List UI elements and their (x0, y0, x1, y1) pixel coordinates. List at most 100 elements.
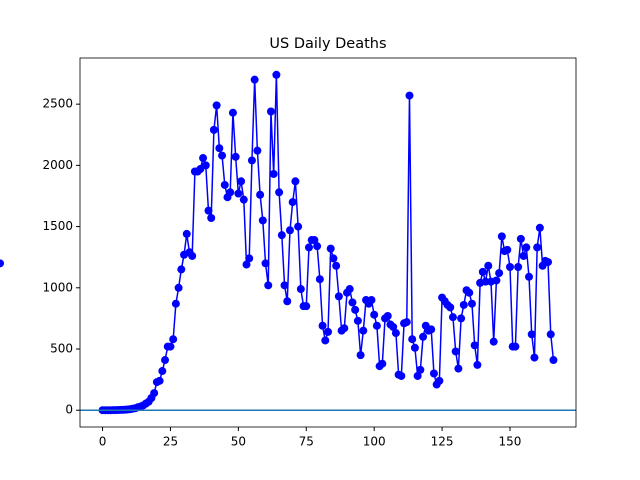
point (302, 302, 311, 311)
point (367, 296, 376, 305)
point (239, 195, 248, 204)
point (435, 376, 444, 385)
point (315, 275, 324, 284)
point (266, 107, 275, 116)
point (182, 229, 191, 238)
point (332, 261, 341, 270)
point (161, 356, 170, 365)
point (188, 251, 197, 260)
point (378, 359, 387, 368)
point (495, 269, 504, 278)
point (410, 343, 419, 352)
point (351, 305, 360, 314)
point (519, 251, 528, 260)
point (383, 311, 392, 320)
point (546, 330, 555, 339)
point (451, 347, 460, 356)
point (277, 231, 286, 240)
point (505, 262, 514, 271)
point (397, 371, 406, 380)
point (478, 267, 487, 276)
point (549, 356, 558, 365)
point (288, 198, 297, 207)
point (228, 108, 237, 117)
point (533, 243, 542, 252)
point (253, 146, 262, 155)
x-tick-label: 125 (431, 435, 454, 449)
point (326, 244, 335, 253)
point (389, 322, 398, 331)
point (158, 367, 167, 376)
point (250, 75, 259, 84)
point (313, 242, 322, 251)
x-tick-label: 75 (299, 435, 314, 449)
point (269, 169, 278, 178)
x-tick-label: 100 (363, 435, 386, 449)
point (296, 285, 305, 294)
point (275, 188, 284, 197)
point (209, 125, 218, 134)
point (220, 180, 229, 189)
point (419, 332, 428, 341)
point (321, 336, 330, 345)
point (242, 260, 251, 269)
point (408, 335, 417, 344)
point (207, 214, 216, 223)
point (348, 298, 357, 307)
point (516, 234, 525, 243)
point (334, 292, 343, 301)
point (247, 156, 256, 165)
x-tick-label: 0 (99, 435, 107, 449)
point (353, 316, 362, 325)
point (283, 297, 292, 306)
point (201, 161, 210, 170)
point (155, 376, 164, 385)
point (391, 329, 400, 338)
point (291, 177, 300, 186)
point (166, 342, 175, 351)
point (457, 314, 466, 323)
point (272, 70, 281, 79)
point (522, 243, 531, 252)
point (226, 188, 235, 197)
point (459, 300, 468, 309)
point (402, 318, 411, 327)
point (492, 276, 501, 285)
y-tick-label: 500 (50, 342, 73, 356)
point (215, 144, 224, 153)
point (525, 272, 534, 281)
point (231, 152, 240, 161)
point (324, 327, 332, 336)
point (294, 222, 303, 231)
y-tick-label: 2000 (42, 158, 73, 172)
point (171, 299, 180, 308)
point (413, 371, 422, 380)
point (285, 226, 294, 235)
point (514, 262, 523, 271)
point (177, 265, 186, 274)
point (237, 177, 246, 186)
point (489, 337, 498, 346)
point (199, 154, 208, 163)
point (304, 243, 313, 252)
point (245, 254, 254, 263)
point (318, 321, 327, 330)
point (465, 288, 474, 297)
point (356, 351, 365, 360)
point (372, 321, 381, 330)
point (467, 299, 476, 308)
point (370, 310, 379, 319)
point (446, 303, 455, 312)
y-tick-label: 0 (65, 403, 73, 417)
point (340, 324, 349, 333)
y-tick-label: 1500 (42, 219, 73, 233)
point (535, 223, 544, 232)
point (429, 369, 438, 378)
point (264, 281, 273, 290)
point (427, 325, 436, 334)
point (0, 259, 4, 268)
point (454, 364, 463, 373)
point (416, 365, 425, 374)
point (405, 91, 414, 100)
